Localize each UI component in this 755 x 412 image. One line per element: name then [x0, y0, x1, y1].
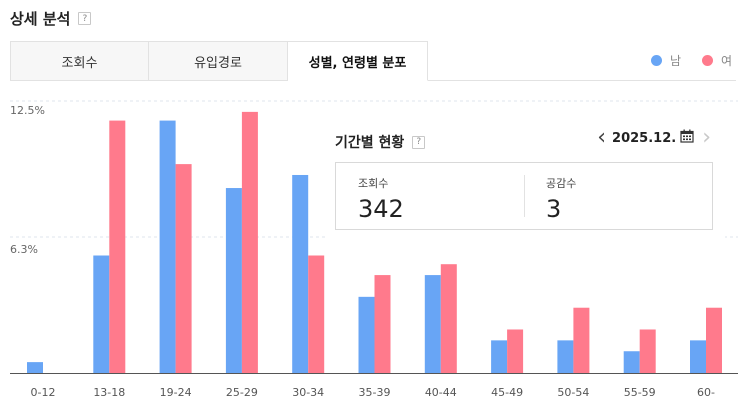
tab-gender-age[interactable]: 성별, 연령별 분포	[288, 41, 428, 81]
period-card-title: 기간별 현황 ?	[335, 132, 426, 152]
stat-views-value: 342	[358, 195, 404, 223]
calendar-icon[interactable]	[680, 129, 694, 147]
stat-likes-value: 3	[546, 195, 562, 223]
bar-female-55-59[interactable]	[639, 329, 656, 373]
section-title-text: 상세 분석	[10, 10, 71, 28]
period-status-card: 기간별 현황 ? ‹ 2025.12. › 조회수 342	[325, 120, 725, 242]
section-title: 상세 분석 ?	[10, 8, 92, 29]
bar-male-45-49[interactable]	[491, 340, 508, 373]
period-stats: 조회수 342 공감수 3	[335, 162, 713, 230]
bar-female-13-18[interactable]	[109, 120, 126, 373]
bar-male-13-18[interactable]	[93, 255, 110, 373]
legend-female-label: 여	[721, 54, 733, 68]
legend-female-swatch	[702, 55, 713, 66]
help-icon[interactable]: ?	[78, 12, 92, 25]
bar-male-19-24[interactable]	[159, 120, 176, 373]
period-card-title-text: 기간별 현황	[335, 135, 405, 151]
y-tick-label: 6.3%	[10, 243, 38, 256]
bar-male-40-44[interactable]	[424, 275, 441, 373]
bar-female-40-44[interactable]	[440, 264, 457, 373]
x-tick-label: 45-49	[491, 386, 524, 399]
bar-female-25-29[interactable]	[241, 111, 258, 373]
bar-female-60-[interactable]	[706, 307, 722, 373]
bar-female-50-54[interactable]	[573, 307, 590, 373]
tab-inflow[interactable]: 유입경로	[149, 41, 288, 81]
legend-male-swatch	[651, 55, 662, 66]
y-tick-label: 12.5%	[10, 104, 45, 117]
x-tick-label: 19-24	[159, 386, 192, 399]
bar-male-60-[interactable]	[690, 340, 706, 373]
period-label: 2025.12.	[612, 130, 677, 146]
x-tick-label: 60-	[697, 386, 715, 399]
x-tick-label: 30-34	[292, 386, 325, 399]
x-tick-label: 0-12	[30, 386, 56, 399]
bar-male-35-39[interactable]	[358, 296, 375, 373]
stat-views-label: 조회수	[358, 177, 389, 190]
x-tick-label: 13-18	[93, 386, 126, 399]
chevron-left-icon[interactable]: ‹	[597, 125, 607, 150]
period-selector: ‹ 2025.12. ›	[597, 125, 711, 150]
age-gender-bar-chart	[10, 100, 738, 374]
tab-views[interactable]: 조회수	[10, 41, 149, 81]
stat-views: 조회수 342	[336, 163, 524, 229]
bar-female-19-24[interactable]	[175, 164, 192, 373]
chevron-right-icon[interactable]: ›	[702, 125, 711, 150]
legend-male: 남	[651, 52, 681, 69]
help-icon[interactable]: ?	[412, 135, 426, 149]
bar-male-30-34[interactable]	[292, 174, 309, 373]
bar-male-50-54[interactable]	[557, 340, 574, 373]
tab-divider	[428, 80, 736, 81]
x-tick-label: 35-39	[358, 386, 391, 399]
analysis-tabs: 조회수 유입경로 성별, 연령별 분포	[10, 41, 428, 81]
legend-female: 여	[702, 52, 732, 69]
bar-female-35-39[interactable]	[374, 275, 391, 373]
x-tick-label: 55-59	[623, 386, 656, 399]
bar-female-45-49[interactable]	[507, 329, 524, 373]
bar-female-30-34[interactable]	[308, 255, 325, 373]
bar-male-55-59[interactable]	[623, 351, 640, 373]
stat-likes-label: 공감수	[546, 177, 577, 190]
x-tick-label: 25-29	[225, 386, 258, 399]
bar-male-0-12[interactable]	[27, 362, 43, 373]
x-tick-label: 40-44	[424, 386, 457, 399]
bar-male-25-29[interactable]	[225, 188, 242, 373]
stat-likes: 공감수 3	[524, 163, 712, 229]
legend-male-label: 남	[670, 54, 682, 68]
x-tick-label: 50-54	[557, 386, 590, 399]
